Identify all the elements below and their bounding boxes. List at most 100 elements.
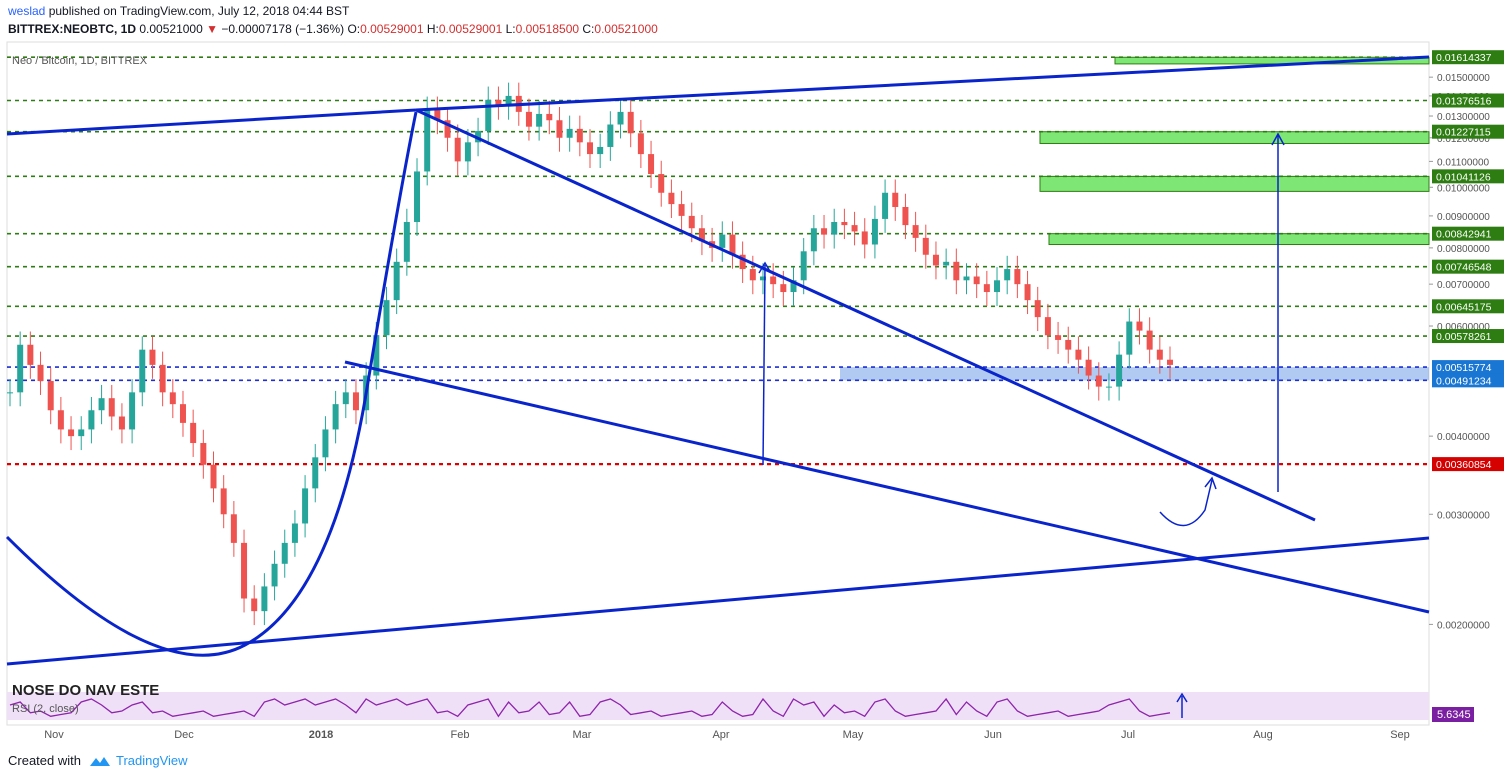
candle-body <box>861 231 868 245</box>
y-tick-label: 0.00200000 <box>1437 620 1490 631</box>
candle-body <box>882 192 889 219</box>
high-value: 0.00529001 <box>438 22 503 36</box>
candle-body <box>1146 330 1153 350</box>
candle-body <box>220 488 227 515</box>
rsi-line <box>9 697 1171 718</box>
y-tick-label: 0.00400000 <box>1437 432 1490 443</box>
rsi-pane <box>7 692 1429 720</box>
candle-body <box>505 95 512 106</box>
candle-body <box>1034 300 1041 318</box>
candle-body <box>739 254 746 270</box>
candle-body <box>17 344 24 393</box>
candle-body <box>485 99 492 132</box>
candle-body <box>821 228 828 235</box>
candle-body <box>261 586 268 612</box>
candle-body <box>1075 349 1082 360</box>
projection-curve <box>1159 479 1213 527</box>
candle-body <box>698 228 705 242</box>
candle-body <box>617 111 624 125</box>
target-zone <box>1048 233 1430 246</box>
candle-body <box>648 154 655 175</box>
candle-body <box>169 392 176 405</box>
price-tag <box>1432 329 1504 344</box>
candle-body <box>1136 321 1143 331</box>
candle-body <box>902 206 909 226</box>
low-label: L: <box>505 22 516 36</box>
candle-body <box>1105 386 1112 388</box>
x-tick-label: Mar <box>573 729 592 741</box>
candle-body <box>159 364 166 393</box>
price-tag-label: 0.01614337 <box>1436 52 1492 64</box>
overlay-text: NOSE DO NAV ESTE <box>12 682 159 699</box>
arrow-head-icon <box>1204 476 1217 490</box>
candle-body <box>678 204 685 216</box>
candle-body <box>1126 321 1133 355</box>
candle-body <box>200 443 207 465</box>
candle-body <box>88 410 95 430</box>
y-tick-label: 0.00700000 <box>1437 280 1490 291</box>
publish-line: weslad published on TradingView.com, Jul… <box>8 4 349 18</box>
candle-body <box>607 124 614 147</box>
price-tag <box>1432 93 1504 108</box>
candle-body <box>597 146 604 155</box>
candle-body <box>770 276 777 285</box>
x-tick-label: Feb <box>451 729 470 741</box>
candle-body <box>658 174 665 193</box>
tradingview-logo-icon <box>90 756 110 766</box>
price-tag-label: 0.00645175 <box>1436 301 1492 313</box>
plot-frame <box>6 41 1430 726</box>
candle-body <box>1116 354 1123 387</box>
candle-body <box>1044 317 1051 336</box>
ascending-support <box>6 536 1430 666</box>
candle-body <box>230 514 237 543</box>
x-tick-label: 2018 <box>309 729 333 741</box>
y-tick-label: 0.01200000 <box>1437 134 1490 145</box>
candle-body <box>912 225 919 238</box>
y-tick-label: 0.01000000 <box>1437 183 1490 194</box>
candle-body <box>637 133 644 155</box>
price-chart[interactable]: 0.00200000 0.00300000 0.00400000 0.00600000… <box>0 40 1508 745</box>
candle-body <box>27 344 34 365</box>
author-link[interactable]: weslad <box>8 4 46 18</box>
candle-body <box>342 392 349 405</box>
candle-body <box>281 542 288 564</box>
rsi-value-tag <box>1432 707 1474 722</box>
price-tag-label: 0.00491234 <box>1436 375 1492 387</box>
price-tag <box>1432 457 1504 472</box>
tradingview-link[interactable]: TradingView <box>88 753 188 768</box>
trend-line-upper-channel <box>415 55 1430 112</box>
candle-body <box>1085 359 1092 376</box>
price-tag <box>1432 299 1504 314</box>
measured-move-arrow <box>762 264 766 466</box>
candle-body <box>749 269 756 281</box>
candle-body <box>556 120 563 138</box>
last-price: 0.00521000 <box>139 22 203 36</box>
candle-body <box>149 349 156 365</box>
candle-body <box>536 113 543 127</box>
candle-body <box>932 254 939 266</box>
support-zone <box>840 367 1429 381</box>
y-tick-label: 0.00900000 <box>1437 212 1490 223</box>
candle-body <box>1167 359 1173 365</box>
candle-body <box>251 598 258 612</box>
price-tag-label: 0.00746548 <box>1436 262 1492 274</box>
arrow-head-icon <box>1271 132 1285 146</box>
rsi-legend: RSI (2, close) <box>12 703 79 715</box>
chart-header: weslad published on TradingView.com, Jul… <box>0 0 1508 40</box>
price-tag-label: 0.01041126 <box>1436 171 1491 183</box>
candle-body <box>454 137 461 162</box>
arrow-head-icon <box>1176 692 1188 703</box>
price-tag <box>1432 50 1504 65</box>
candle-body <box>576 128 583 143</box>
price-tag-label: 0.00360854 <box>1436 459 1492 471</box>
parabolic-curve <box>5 111 418 657</box>
candle-body <box>1014 269 1021 285</box>
candle-body <box>139 349 146 393</box>
candle-body <box>210 464 217 489</box>
candle-body <box>841 221 848 226</box>
price-tag <box>1432 373 1504 388</box>
candle-body <box>566 128 573 138</box>
published-text: published on TradingView.com, July 12, 2… <box>48 4 350 18</box>
trend-line-upper-left <box>6 108 417 136</box>
brand-name: TradingView <box>116 753 188 768</box>
